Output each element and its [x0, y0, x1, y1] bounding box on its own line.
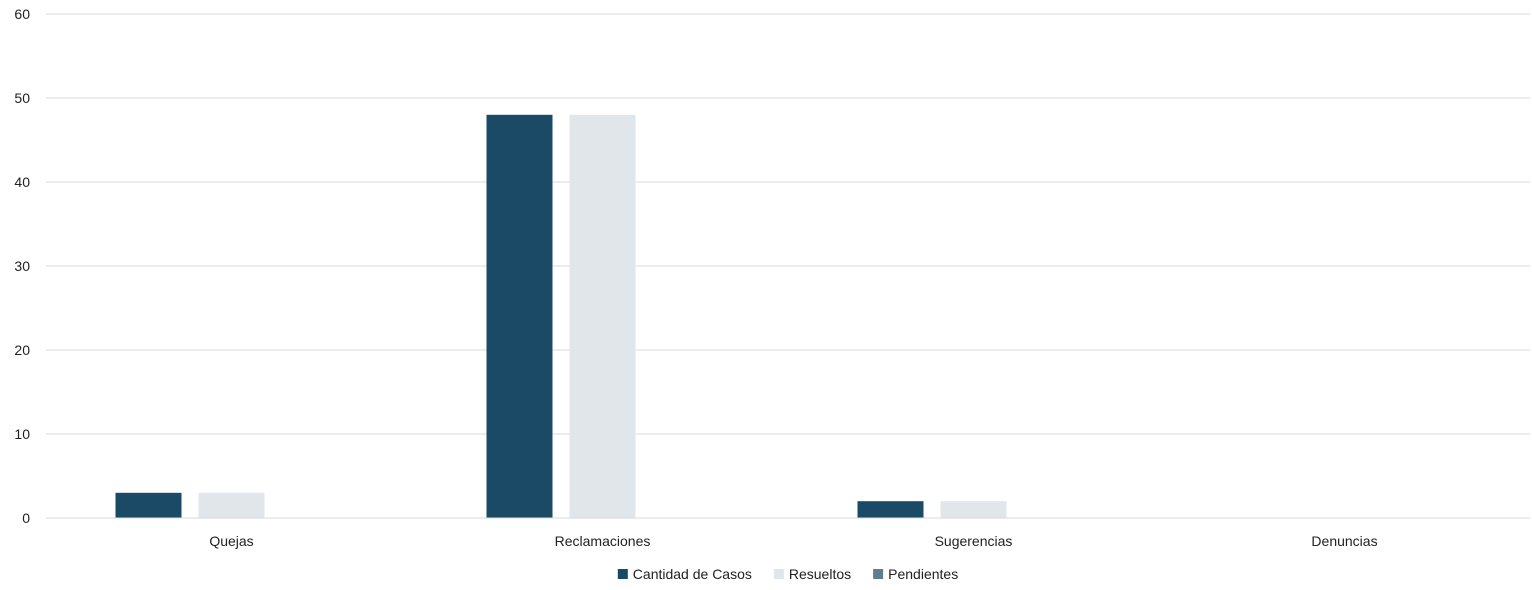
x-category-label: Denuncias	[1311, 533, 1377, 549]
bar-sugerencias-resueltos	[940, 501, 1007, 518]
x-category-label: Sugerencias	[935, 533, 1013, 549]
x-category-label: Quejas	[209, 533, 253, 549]
legend-swatch	[773, 569, 784, 579]
legend-swatch	[617, 569, 628, 579]
bar-quejas-resueltos	[198, 492, 265, 518]
bar-reclamaciones-cantidad-de-casos	[486, 114, 553, 519]
legend: Cantidad de Casos Resueltos Pendientes	[617, 566, 958, 582]
y-tick-label: 0	[22, 510, 30, 526]
x-category-label: Reclamaciones	[555, 533, 651, 549]
bar-reclamaciones-resueltos	[569, 114, 636, 519]
legend-swatch	[873, 569, 884, 579]
y-tick-label: 20	[14, 342, 30, 358]
y-tick-label: 10	[14, 426, 30, 442]
bar-quejas-cantidad-de-casos	[115, 492, 182, 518]
x-axis-category-labels: Quejas Reclamaciones Sugerencias Denuncias	[209, 533, 1377, 549]
legend-item: Resueltos	[773, 566, 851, 582]
bars	[115, 114, 1007, 519]
gridlines	[46, 13, 1530, 435]
bar-sugerencias-cantidad-de-casos	[857, 501, 924, 518]
legend-label: Resueltos	[789, 566, 851, 582]
legend-item: Cantidad de Casos	[617, 566, 752, 582]
legend-label: Cantidad de Casos	[633, 566, 752, 582]
legend-label: Pendientes	[888, 566, 958, 582]
y-tick-label: 50	[14, 90, 30, 106]
y-axis-tick-labels: 0 10 20 30 40 50 60	[14, 6, 30, 526]
y-tick-label: 60	[14, 6, 30, 22]
y-tick-label: 30	[14, 258, 30, 274]
legend-item: Pendientes	[873, 566, 958, 582]
y-tick-label: 40	[14, 174, 30, 190]
